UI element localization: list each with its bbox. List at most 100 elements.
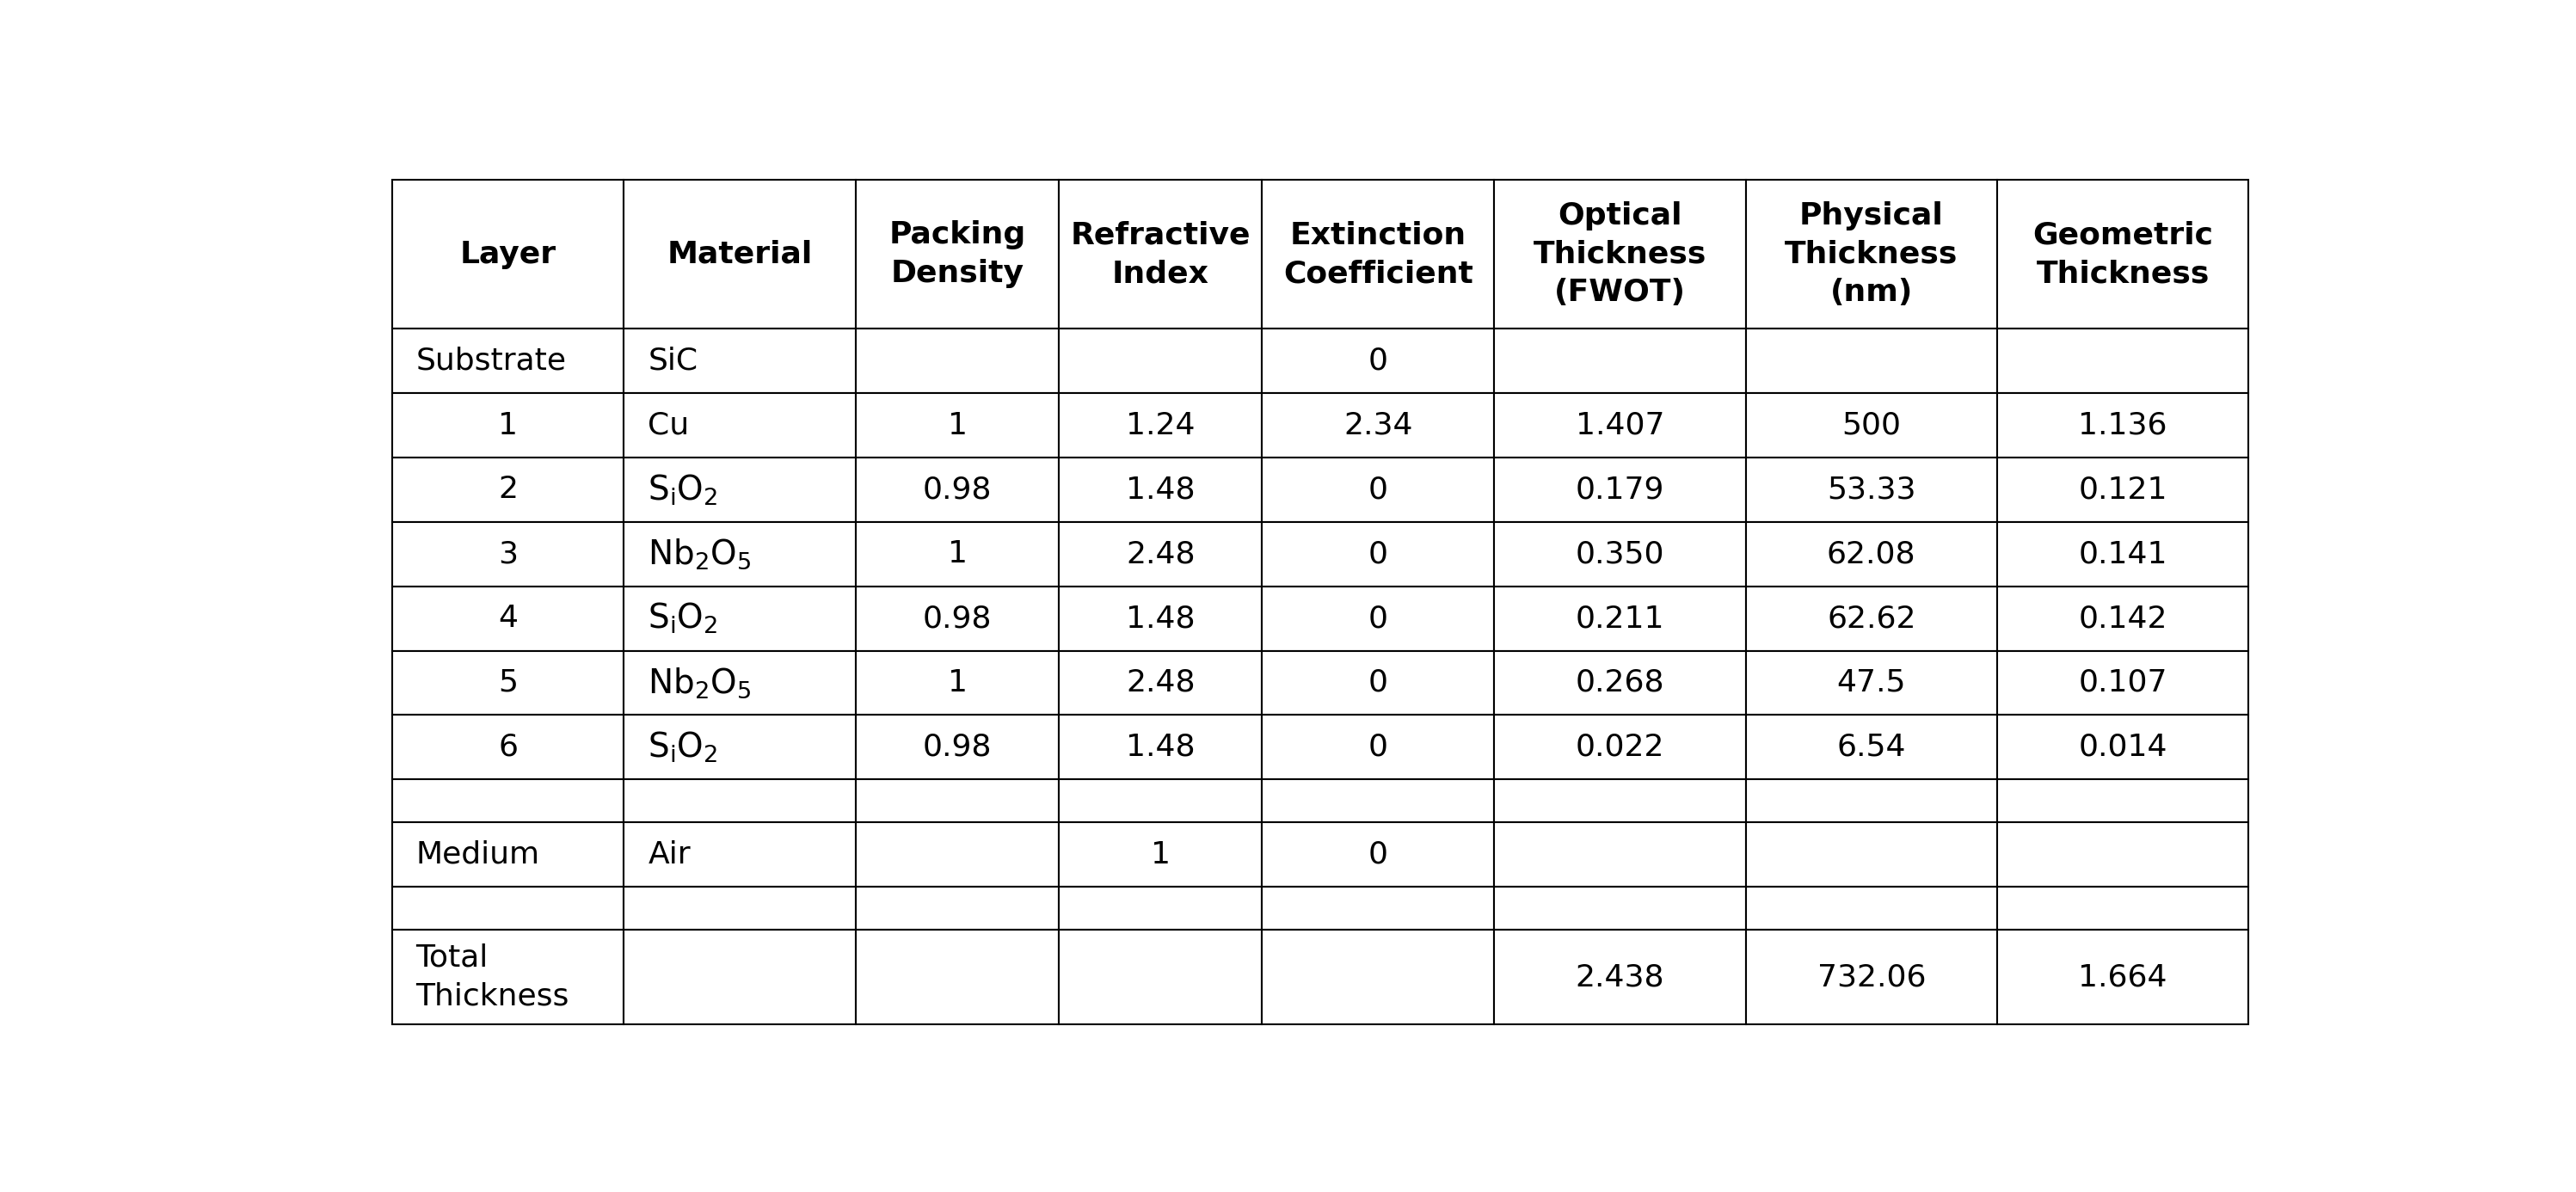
Text: 0: 0: [1368, 476, 1388, 504]
Bar: [392, 822, 623, 887]
Bar: [392, 780, 623, 822]
Text: Refractive
Index: Refractive Index: [1072, 221, 1252, 288]
Bar: [1262, 329, 1494, 393]
Bar: [623, 822, 855, 887]
Text: Physical
Thickness
(nm): Physical Thickness (nm): [1785, 201, 1958, 308]
Text: 47.5: 47.5: [1837, 669, 1906, 697]
Text: 3: 3: [497, 540, 518, 569]
Text: 0.142: 0.142: [2079, 604, 2166, 633]
Bar: [1996, 822, 2249, 887]
Bar: [1059, 458, 1262, 522]
Bar: [392, 329, 623, 393]
Text: 2.438: 2.438: [1577, 962, 1664, 992]
Text: 0.141: 0.141: [2079, 540, 2166, 569]
Text: 1.136: 1.136: [2079, 411, 2166, 440]
Text: 1: 1: [948, 411, 969, 440]
Bar: [1494, 780, 1747, 822]
Bar: [1996, 329, 2249, 393]
Text: 2: 2: [497, 476, 518, 504]
Bar: [1747, 930, 1996, 1024]
Text: 0.179: 0.179: [1577, 476, 1664, 504]
Bar: [1494, 329, 1747, 393]
Bar: [1262, 458, 1494, 522]
Text: 1: 1: [948, 540, 969, 569]
Bar: [1996, 930, 2249, 1024]
Bar: [623, 458, 855, 522]
Bar: [1059, 822, 1262, 887]
Bar: [1262, 393, 1494, 458]
Text: 500: 500: [1842, 411, 1901, 440]
Bar: [392, 522, 623, 586]
Bar: [1996, 586, 2249, 651]
Bar: [1059, 651, 1262, 715]
Text: 1.48: 1.48: [1126, 733, 1195, 762]
Bar: [855, 522, 1059, 586]
Text: $\mathregular{S_iO_2}$: $\mathregular{S_iO_2}$: [649, 472, 719, 507]
Bar: [392, 393, 623, 458]
Text: 1.24: 1.24: [1126, 411, 1195, 440]
Bar: [1494, 522, 1747, 586]
Bar: [1059, 522, 1262, 586]
Text: 0.121: 0.121: [2079, 476, 2166, 504]
Bar: [1747, 458, 1996, 522]
Text: 1.48: 1.48: [1126, 604, 1195, 633]
Bar: [1059, 887, 1262, 930]
Bar: [1996, 780, 2249, 822]
Text: Optical
Thickness
(FWOT): Optical Thickness (FWOT): [1533, 201, 1705, 308]
Bar: [1059, 930, 1262, 1024]
Bar: [1996, 887, 2249, 930]
Text: 2.48: 2.48: [1126, 669, 1195, 697]
Bar: [1494, 715, 1747, 780]
Text: 0: 0: [1368, 540, 1388, 569]
Bar: [1262, 887, 1494, 930]
Bar: [1494, 930, 1747, 1024]
Bar: [1262, 522, 1494, 586]
Bar: [1996, 715, 2249, 780]
Bar: [1747, 887, 1996, 930]
Text: 1: 1: [1151, 840, 1170, 869]
Bar: [623, 780, 855, 822]
Text: 53.33: 53.33: [1826, 476, 1917, 504]
Text: Air: Air: [649, 840, 690, 869]
Bar: [1059, 329, 1262, 393]
Bar: [1262, 715, 1494, 780]
Bar: [1996, 180, 2249, 329]
Text: 0.98: 0.98: [922, 604, 992, 633]
Text: 1.407: 1.407: [1577, 411, 1664, 440]
Bar: [623, 522, 855, 586]
Text: Geometric
Thickness: Geometric Thickness: [2032, 221, 2213, 288]
Bar: [623, 329, 855, 393]
Bar: [855, 329, 1059, 393]
Bar: [1262, 822, 1494, 887]
Text: $\mathregular{S_iO_2}$: $\mathregular{S_iO_2}$: [649, 601, 719, 635]
Bar: [1494, 393, 1747, 458]
Text: 62.08: 62.08: [1826, 540, 1917, 569]
Bar: [1494, 180, 1747, 329]
Bar: [392, 930, 623, 1024]
Text: 0.014: 0.014: [2079, 733, 2166, 762]
Text: 1.664: 1.664: [2079, 962, 2166, 992]
Bar: [1747, 393, 1996, 458]
Text: 0.98: 0.98: [922, 476, 992, 504]
Bar: [1996, 522, 2249, 586]
Text: Medium: Medium: [415, 840, 541, 869]
Text: $\mathregular{Nb_2O_5}$: $\mathregular{Nb_2O_5}$: [649, 538, 752, 571]
Bar: [1747, 180, 1996, 329]
Text: 0.268: 0.268: [1577, 669, 1664, 697]
Bar: [1059, 393, 1262, 458]
Bar: [1747, 780, 1996, 822]
Bar: [1059, 180, 1262, 329]
Bar: [855, 930, 1059, 1024]
Text: $\mathregular{Nb_2O_5}$: $\mathregular{Nb_2O_5}$: [649, 666, 752, 700]
Bar: [1747, 329, 1996, 393]
Text: 1.48: 1.48: [1126, 476, 1195, 504]
Bar: [1262, 930, 1494, 1024]
Text: 0: 0: [1368, 604, 1388, 633]
Bar: [392, 887, 623, 930]
Bar: [855, 586, 1059, 651]
Bar: [623, 586, 855, 651]
Text: 2.34: 2.34: [1345, 411, 1412, 440]
Bar: [855, 651, 1059, 715]
Text: Cu: Cu: [649, 411, 690, 440]
Bar: [392, 458, 623, 522]
